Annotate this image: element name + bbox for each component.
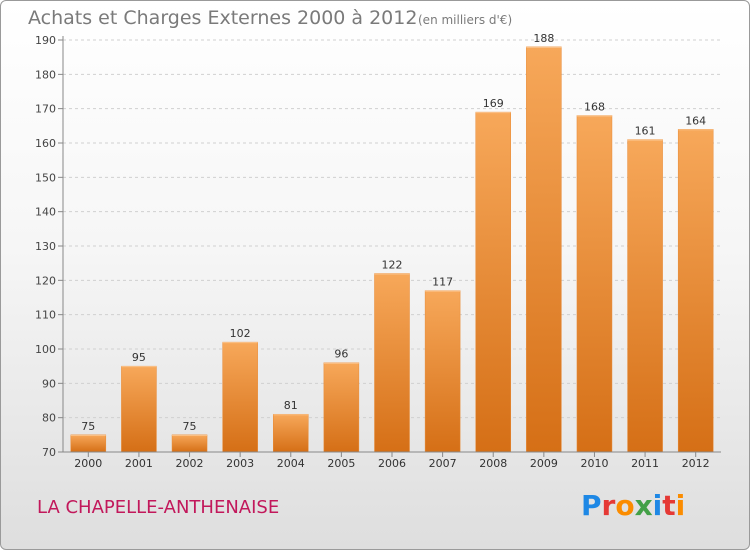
bar-value-label: 188	[533, 32, 554, 45]
bar-value-label: 117	[432, 276, 453, 289]
bar	[171, 434, 208, 453]
y-tick-label: 190	[35, 34, 56, 47]
x-tick-label: 2004	[277, 457, 305, 470]
bar	[627, 139, 663, 453]
x-tick-label: 2011	[631, 457, 659, 470]
bar	[70, 434, 107, 453]
bar-value-label: 168	[584, 101, 605, 114]
logo-letter: r	[601, 489, 616, 522]
y-tick-label: 70	[42, 446, 56, 459]
axes: 70 80 90 100 110 120 130 140 150 160 170 180 190 2000…	[35, 34, 721, 470]
y-tick-label: 100	[35, 343, 56, 356]
bar-value-label: 102	[230, 327, 251, 340]
bar	[677, 129, 714, 453]
bar-value-label: 164	[685, 114, 706, 127]
bar-value-label: 81	[284, 399, 298, 412]
x-tick-label: 2006	[378, 457, 406, 470]
bar-value-label: 75	[81, 420, 95, 433]
y-tick-label: 130	[35, 240, 56, 253]
y-tick-label: 80	[42, 412, 56, 425]
bar-value-label: 96	[334, 348, 348, 361]
bar-value-label: 122	[382, 258, 403, 271]
x-tick-label: 2000	[74, 457, 102, 470]
bar	[121, 365, 157, 453]
y-tick-label: 180	[35, 68, 56, 81]
bar	[374, 273, 410, 453]
y-tick-label: 150	[35, 171, 56, 184]
x-tick-label: 2012	[682, 457, 710, 470]
x-tick-label: 2008	[479, 457, 507, 470]
y-tick-label: 90	[42, 377, 56, 390]
x-tick-label: 2007	[429, 457, 457, 470]
chart-title: Achats et Charges Externes 2000 à 2012	[28, 7, 418, 29]
y-tick-label: 170	[35, 103, 56, 116]
y-tick-label: 120	[35, 274, 56, 287]
proxiti-logo: Proxiti	[581, 489, 685, 522]
x-tick-label: 2010	[580, 457, 608, 470]
bar	[576, 115, 613, 453]
bar	[475, 111, 511, 453]
logo-letter: i	[675, 489, 686, 522]
x-tick-label: 2009	[530, 457, 558, 470]
bar	[526, 46, 562, 453]
x-tick-label: 2001	[125, 457, 153, 470]
commune-name: LA CHAPELLE-ANTHENAISE	[37, 497, 280, 518]
bar	[222, 341, 258, 453]
x-tick-label: 2002	[176, 457, 204, 470]
logo-letter: t	[662, 489, 676, 522]
bar-value-label: 75	[183, 420, 197, 433]
logo-letter: o	[615, 489, 635, 522]
bar	[273, 413, 309, 453]
chart-unit: (en milliers d'€)	[418, 13, 513, 27]
x-tick-label: 2003	[226, 457, 254, 470]
y-tick-label: 110	[35, 309, 56, 322]
bar	[424, 290, 461, 453]
logo-letter: P	[581, 489, 602, 522]
bar-value-label: 169	[483, 97, 504, 110]
logo-letter: i	[652, 489, 663, 522]
data-labels: 75 95 75 102 81 96 122 117 169 188 168 161 164	[81, 32, 706, 433]
bar	[323, 362, 360, 453]
bar-value-label: 95	[132, 351, 146, 364]
x-tick-label: 2005	[327, 457, 355, 470]
bar-value-label: 161	[635, 125, 656, 138]
y-tick-label: 160	[35, 137, 56, 150]
bars	[70, 46, 714, 453]
logo-letter: x	[634, 489, 653, 522]
y-tick-label: 140	[35, 206, 56, 219]
